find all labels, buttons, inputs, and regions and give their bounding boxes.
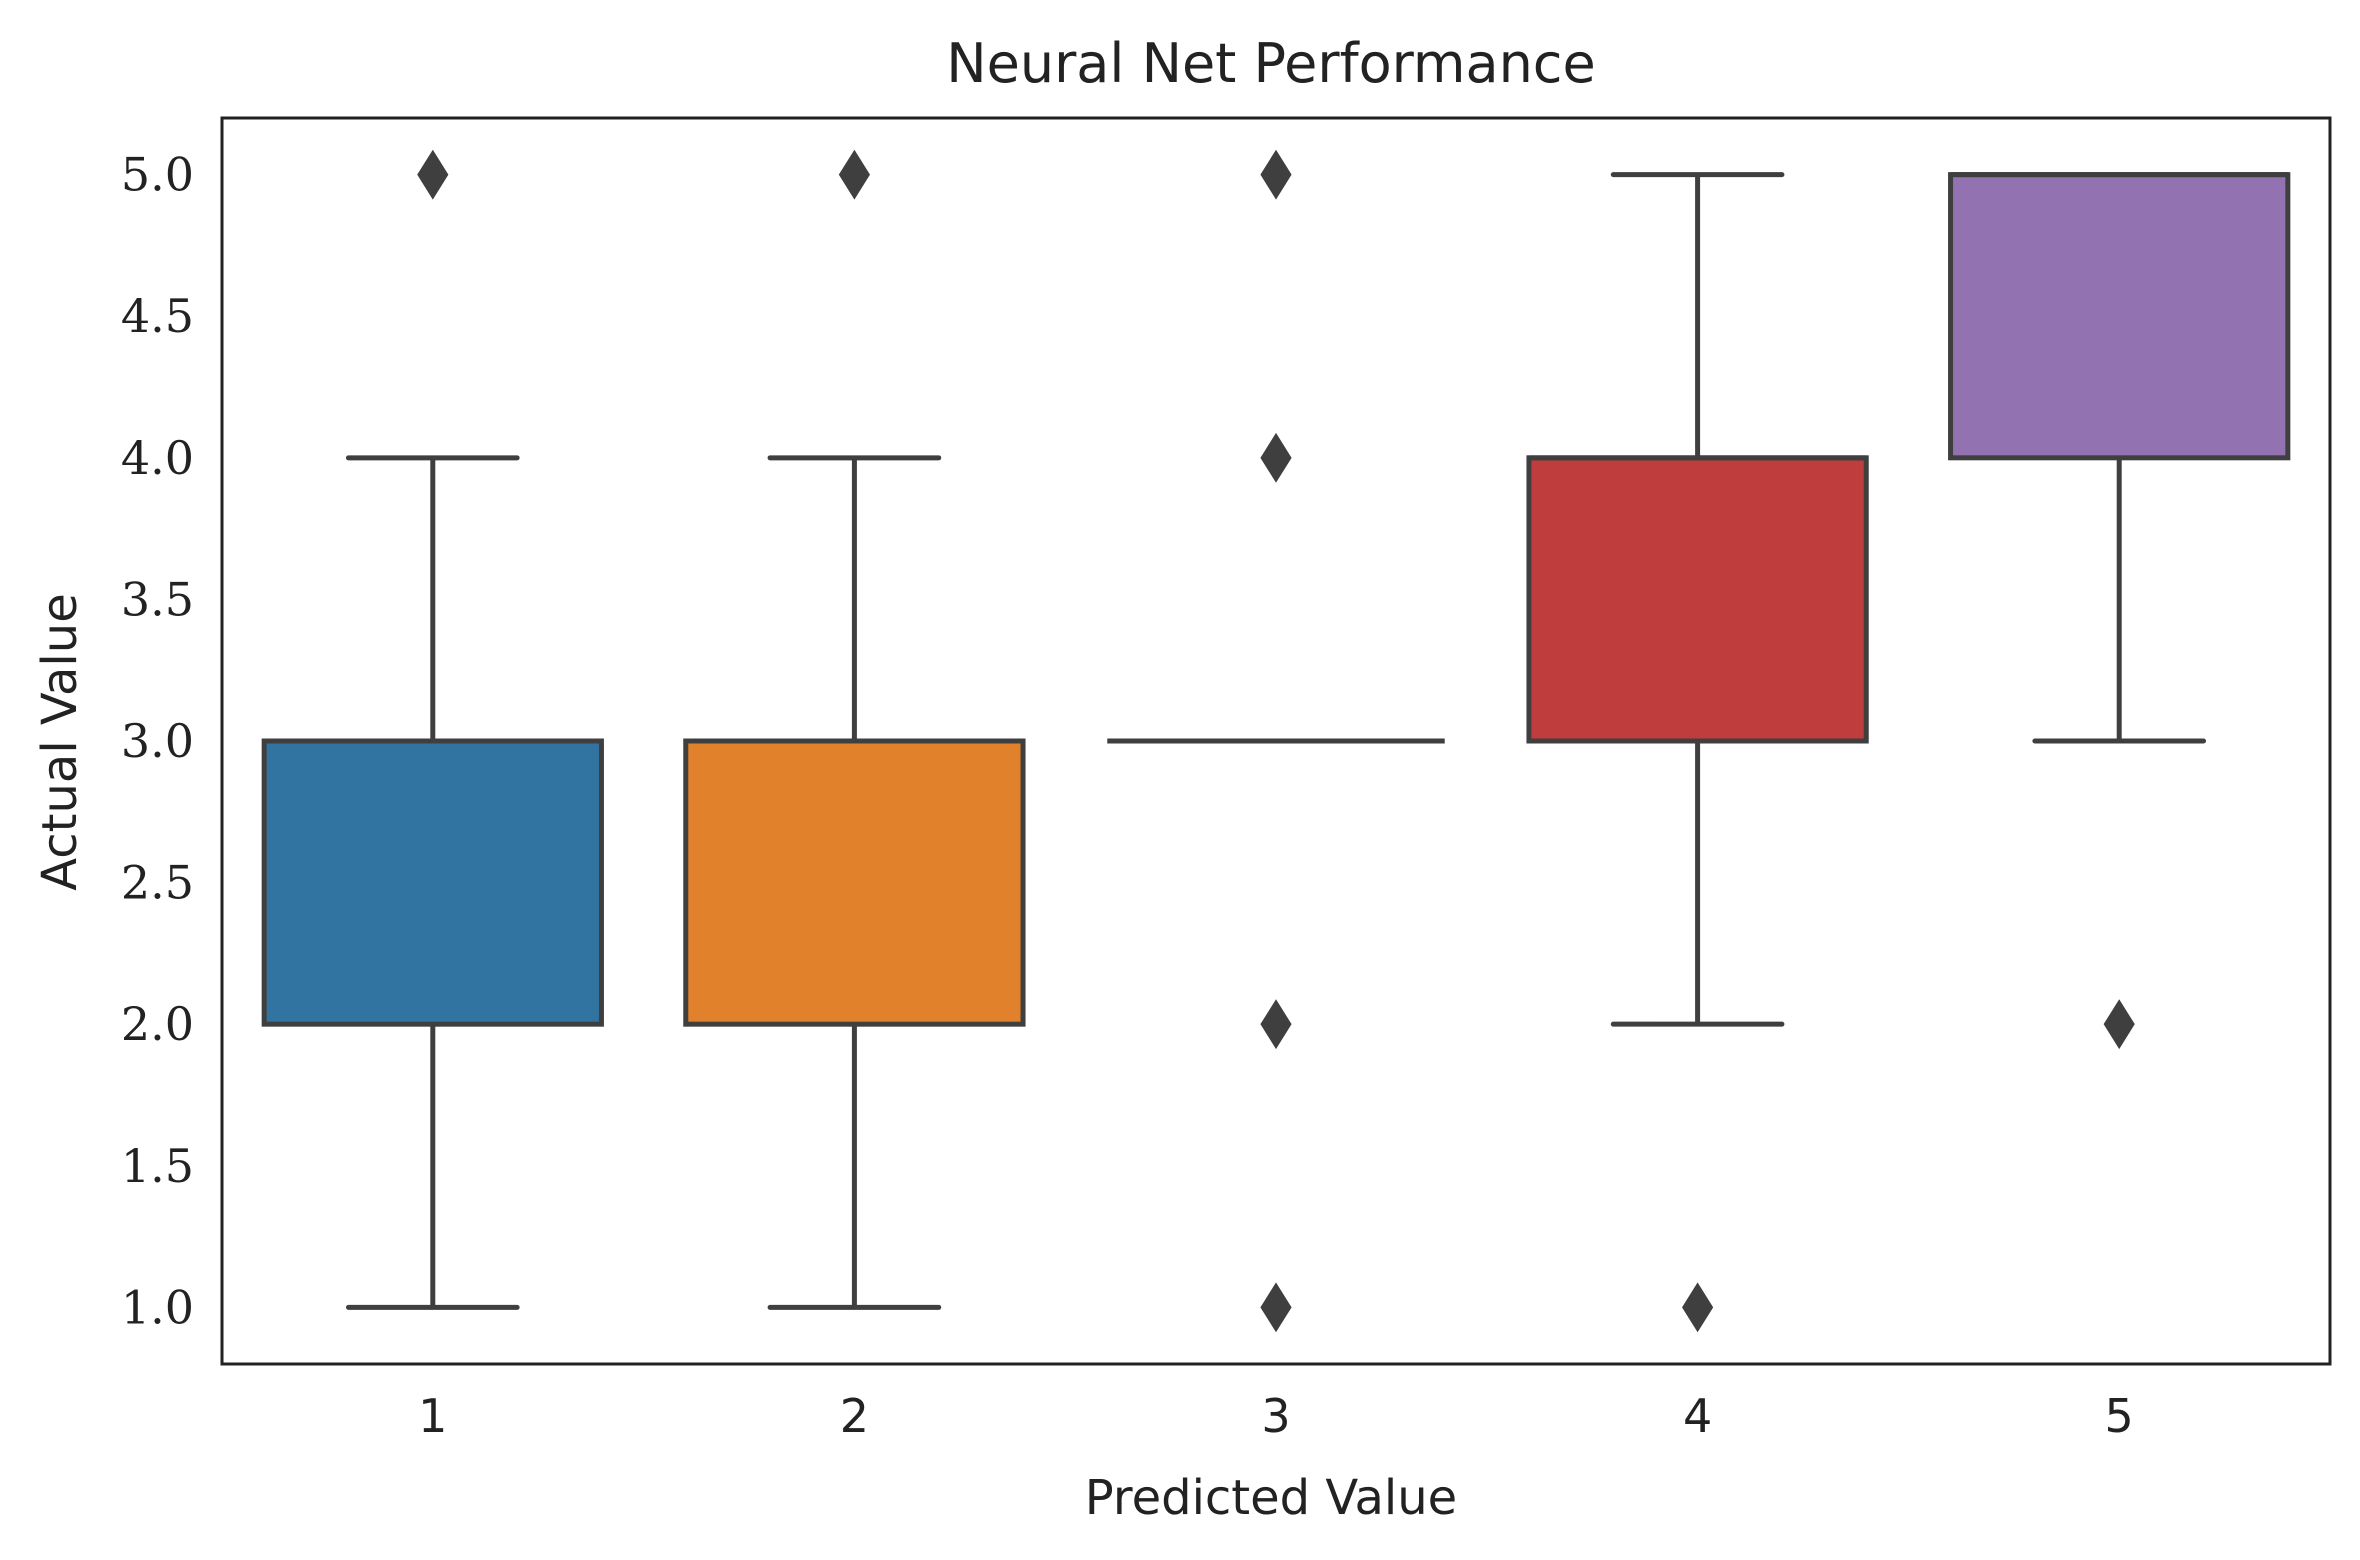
outlier-marker [417,149,449,200]
box-group-1 [261,149,604,1310]
iqr-box [683,738,1026,1027]
x-tick-label: 3 [1261,1389,1290,1443]
outlier-marker [838,149,870,200]
x-tick-label: 1 [418,1389,447,1443]
plot-frame [220,116,2332,1366]
x-tick-label: 2 [840,1389,869,1443]
y-tick-label: 3.5 [121,572,194,626]
outlier-marker [1260,149,1292,200]
iqr-box [261,738,604,1027]
y-tick-label: 5.0 [121,148,194,202]
chart-title: Neural Net Performance [946,32,1595,95]
box-group-2 [683,149,1026,1310]
iqr-box [1526,455,1869,744]
outlier-marker [1260,432,1292,483]
x-tick-label: 5 [2105,1389,2134,1443]
x-axis-label: Predicted Value [1085,1470,1457,1526]
box-group-3 [1107,149,1445,1333]
y-tick-label: 4.5 [121,289,194,343]
outlier-marker [2103,999,2135,1050]
y-tick-label: 1.5 [121,1139,194,1193]
iqr-box [1948,172,2291,461]
outlier-marker [1260,1282,1292,1333]
box-group-4 [1526,172,1869,1333]
outlier-marker [1260,999,1292,1050]
x-tick-label: 4 [1683,1389,1712,1443]
y-tick-label: 3.0 [121,714,194,768]
y-tick-label: 2.0 [121,997,194,1051]
y-axis-label: Actual Value [32,593,88,890]
y-tick-label: 2.5 [121,856,194,910]
outlier-marker [1682,1282,1714,1333]
y-tick-label: 1.0 [121,1280,194,1334]
plot-area: 1.0 1.5 2.0 2.5 3.0 3.5 4.0 4.5 5.0 1 2 3 4 5 [121,116,2332,1443]
box-group-5 [1948,172,2291,1050]
y-tick-label: 4.0 [121,431,194,485]
